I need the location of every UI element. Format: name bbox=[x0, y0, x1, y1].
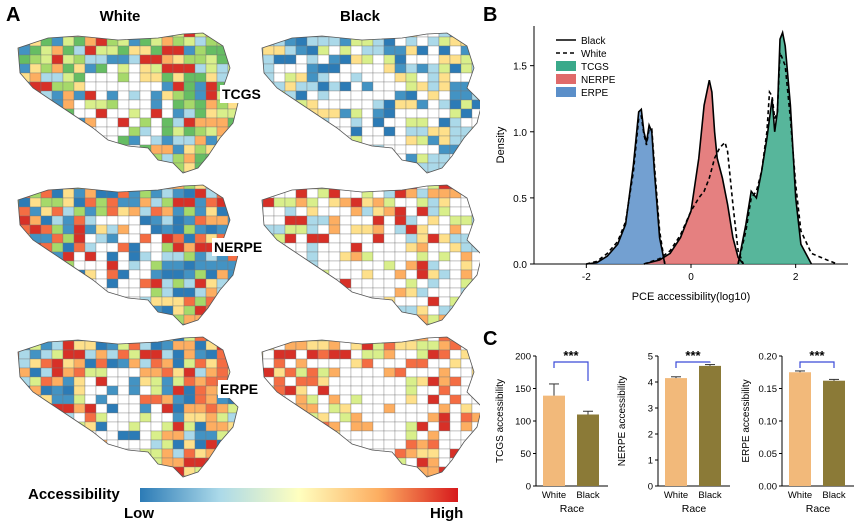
y-tick-label: 0.5 bbox=[513, 194, 527, 205]
x-tick-label: 0 bbox=[688, 272, 694, 283]
x-axis-label: Race bbox=[560, 503, 585, 515]
panel-letter-c: C bbox=[483, 328, 498, 350]
map-nerpe-white bbox=[17, 184, 239, 326]
significance-bracket bbox=[799, 361, 835, 368]
y-tick-label: 5 bbox=[648, 352, 653, 363]
bar-white bbox=[665, 378, 687, 486]
y-tick-label: 0.20 bbox=[759, 352, 778, 363]
y-tick-label: 200 bbox=[515, 352, 531, 363]
x-tick-label: Black bbox=[698, 490, 721, 501]
x-tick-label: White bbox=[788, 490, 812, 501]
y-tick-label: 4 bbox=[648, 378, 653, 389]
map-outline bbox=[261, 184, 480, 326]
y-tick-label: 0.15 bbox=[759, 384, 778, 395]
y-axis-label: ERPE accessibility bbox=[741, 379, 752, 462]
significance-label: *** bbox=[563, 348, 579, 363]
y-axis-label: Density bbox=[495, 126, 507, 163]
bar-chart-tcgs: 0 50 100 150 200 TCGS accessibility White Black… bbox=[495, 348, 608, 515]
bar-black bbox=[823, 380, 845, 486]
map-outline bbox=[261, 336, 480, 478]
map-tcgs-white bbox=[17, 32, 239, 174]
area-erpe bbox=[586, 109, 665, 264]
legend-label-black: Black bbox=[581, 36, 606, 47]
y-tick-label: 0.0 bbox=[513, 260, 527, 271]
x-tick-label: -2 bbox=[582, 272, 591, 283]
y-tick-label: 2 bbox=[648, 430, 653, 441]
legend-title: Accessibility bbox=[28, 486, 120, 503]
area-tcgs bbox=[738, 32, 812, 264]
y-tick-label: 100 bbox=[515, 417, 531, 428]
y-tick-label: 0 bbox=[648, 482, 653, 493]
x-tick-label: 2 bbox=[793, 272, 799, 283]
bar-chart-erpe: 0.00 0.05 0.10 0.15 0.20 ERPE accessibility Wh… bbox=[741, 348, 854, 515]
map-outline bbox=[17, 336, 239, 478]
x-axis-label: Race bbox=[682, 503, 707, 515]
map-outline bbox=[261, 32, 480, 174]
density-chart: 0.0 0.5 1.0 1.5 -2 0 2 PCE accessibility(log10)… bbox=[495, 26, 848, 303]
x-tick-label: White bbox=[664, 490, 688, 501]
bar-black bbox=[577, 414, 599, 486]
legend-swatch-tcgs bbox=[556, 61, 576, 71]
panel-letter-b: B bbox=[483, 4, 498, 26]
bar-white bbox=[543, 395, 565, 486]
significance-label: *** bbox=[685, 348, 701, 363]
legend-low-label: Low bbox=[124, 505, 154, 522]
map-erpe-white bbox=[17, 336, 239, 478]
x-tick-label: Black bbox=[822, 490, 845, 501]
significance-label: *** bbox=[809, 348, 825, 363]
x-tick-label: White bbox=[542, 490, 566, 501]
map-outline bbox=[17, 184, 239, 326]
significance-bracket bbox=[553, 361, 589, 381]
legend-swatch-nerpe bbox=[556, 74, 576, 84]
y-axis-label: NERPE accessibility bbox=[617, 376, 628, 467]
y-tick-label: 150 bbox=[515, 384, 531, 395]
legend-label-tcgs: TCGS bbox=[581, 62, 609, 73]
x-tick-label: Black bbox=[576, 490, 599, 501]
map-nerpe-black bbox=[261, 184, 480, 326]
choropleth-maps bbox=[17, 32, 480, 478]
map-label-erpe: ERPE bbox=[218, 380, 261, 398]
y-tick-label: 1 bbox=[648, 456, 653, 467]
significance-bracket bbox=[675, 361, 711, 368]
column-header-white: White bbox=[99, 8, 141, 25]
y-tick-label: 50 bbox=[520, 449, 531, 460]
line-nerpe-white bbox=[643, 140, 745, 265]
area-nerpe bbox=[643, 80, 744, 264]
legend-label-erpe: ERPE bbox=[581, 88, 609, 99]
line-erpe-white bbox=[586, 114, 666, 265]
map-label-tcgs: TCGS bbox=[220, 85, 263, 103]
colorbar bbox=[140, 488, 458, 502]
y-axis-label: TCGS accessibility bbox=[495, 379, 506, 463]
legend-swatch-erpe bbox=[556, 87, 576, 97]
bar-chart-nerpe: 0 1 2 3 4 5 NERPE accessibility White Black Race *… bbox=[617, 348, 730, 515]
legend-high-label: High bbox=[430, 505, 464, 522]
map-erpe-black bbox=[261, 336, 480, 478]
y-tick-label: 0.10 bbox=[759, 417, 778, 428]
map-label-nerpe: NERPE bbox=[212, 238, 265, 256]
bar-white bbox=[789, 372, 811, 486]
density-legend: Black White TCGS NERPE ERPE bbox=[556, 36, 616, 99]
y-tick-label: 1.0 bbox=[513, 128, 527, 139]
y-tick-label: 1.5 bbox=[513, 62, 527, 73]
y-tick-label: 3 bbox=[648, 404, 653, 415]
legend-label-white: White bbox=[581, 49, 607, 60]
column-header-black: Black bbox=[339, 8, 381, 25]
bar-black bbox=[699, 365, 721, 486]
map-tcgs-black bbox=[261, 32, 480, 174]
x-axis-label: Race bbox=[806, 503, 831, 515]
map-outline bbox=[17, 32, 239, 174]
panel-letter-a: A bbox=[6, 4, 21, 26]
y-tick-label: 0.00 bbox=[759, 482, 778, 493]
y-tick-label: 0 bbox=[526, 482, 531, 493]
x-axis-label: PCE accessibility(log10) bbox=[632, 291, 751, 303]
legend-label-nerpe: NERPE bbox=[581, 75, 616, 86]
y-tick-label: 0.05 bbox=[759, 449, 778, 460]
line-nerpe-black bbox=[643, 80, 744, 265]
